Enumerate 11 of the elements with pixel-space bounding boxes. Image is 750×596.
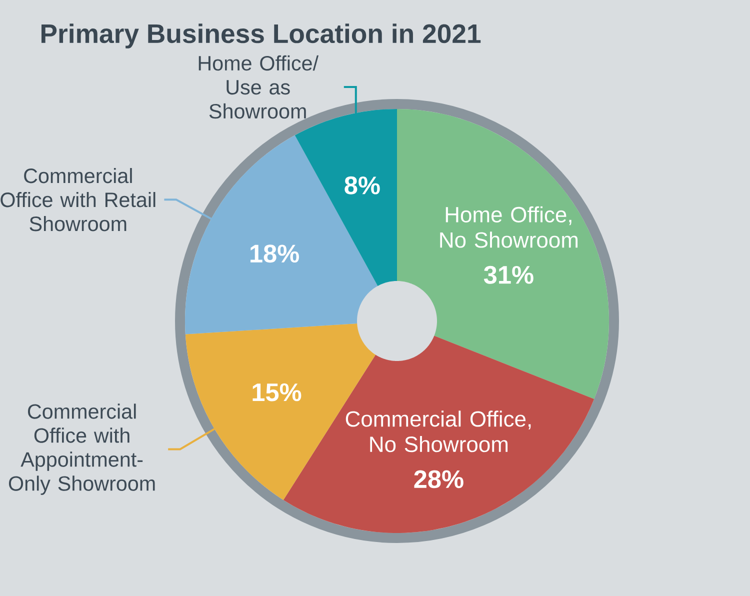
slice-label: Commercial Office with Appointment-Only Showroom: [8, 404, 155, 495]
slice-label: Home Office/ Use as Showroom: [198, 55, 319, 119]
data-label: 18%: [250, 244, 299, 263]
slice-label: Home Office, No Showroom: [440, 206, 578, 248]
data-label: 31%: [484, 266, 534, 284]
slice-label: Commercial Office with Retail Showroom: [0, 168, 156, 232]
data-label: 8%: [344, 176, 380, 194]
chart-title: Primary Business Location in 2021: [41, 24, 481, 48]
data-label: 15%: [252, 383, 302, 402]
data-label: 28%: [414, 470, 464, 488]
slice-label: Commercial Office, No Showroom: [346, 410, 531, 452]
